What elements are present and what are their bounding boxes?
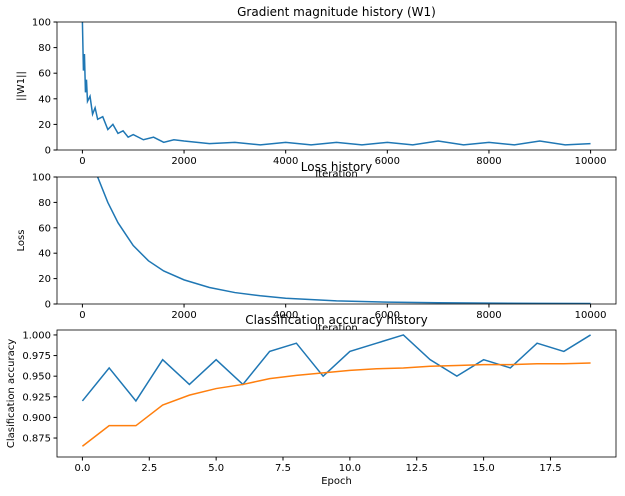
y-tick-label: 0.975 — [22, 351, 51, 362]
y-tick-label: 0.900 — [22, 413, 51, 424]
x-tick-label: 5.0 — [208, 463, 224, 474]
x-tick-label: 2000 — [171, 310, 196, 321]
axes-frame — [56, 21, 617, 151]
x-tick-label: 12.5 — [406, 463, 428, 474]
data-line — [96, 177, 591, 304]
x-tick-label: 17.5 — [539, 463, 561, 474]
data-line — [81, 362, 591, 447]
x-tick-label: 4000 — [273, 156, 298, 167]
axes-background — [57, 22, 616, 150]
y-tick-label: 0.875 — [22, 434, 51, 445]
y-tick-label: 80 — [38, 198, 51, 209]
x-tick-label: 10000 — [575, 310, 607, 321]
x-tick-label: 0 — [79, 310, 85, 321]
y-tick-label: 0 — [45, 146, 51, 157]
x-tick-label: 15.0 — [472, 463, 494, 474]
x-tick-label: 0.0 — [74, 463, 90, 474]
axes-background — [57, 330, 616, 457]
y-tick-label: 0.925 — [22, 392, 51, 403]
x-axis-label: Iteration — [315, 323, 357, 334]
data-line — [81, 22, 591, 146]
chart-title: Gradient magnitude history (W1) — [237, 5, 436, 19]
y-axis-label: Loss — [16, 230, 27, 252]
x-tick-label: 2.5 — [141, 463, 157, 474]
y-tick-label: 100 — [32, 18, 51, 29]
y-axis-label: Clasification accuracy — [6, 339, 17, 448]
y-tick-label: 0 — [45, 300, 51, 311]
y-tick-label: 0.950 — [22, 372, 51, 383]
axes-frame — [56, 329, 617, 458]
axes-background — [57, 177, 616, 304]
y-tick-label: 60 — [38, 69, 51, 80]
chart-title: Classification accuracy history — [245, 313, 427, 327]
x-tick-label: 10.0 — [339, 463, 361, 474]
y-tick-label: 40 — [38, 94, 51, 105]
y-tick-label: 60 — [38, 223, 51, 234]
y-tick-label: 20 — [38, 120, 51, 131]
x-tick-label: 0 — [79, 156, 85, 167]
x-tick-label: 2000 — [171, 156, 196, 167]
x-tick-label: 6000 — [375, 310, 400, 321]
x-tick-label: 7.5 — [275, 463, 291, 474]
y-axis-label: ||W1|| — [16, 71, 27, 101]
y-tick-label: 80 — [38, 43, 51, 54]
y-tick-label: 20 — [38, 274, 51, 285]
axes-frame — [56, 176, 617, 305]
x-axis-label: Iteration — [315, 169, 357, 180]
y-tick-label: 1.000 — [22, 330, 51, 341]
x-tick-label: 8000 — [476, 156, 501, 167]
chart-title: Loss history — [301, 160, 372, 174]
x-axis-label: Epoch — [321, 476, 352, 487]
x-tick-label: 6000 — [375, 156, 400, 167]
y-tick-label: 40 — [38, 249, 51, 260]
data-line — [81, 334, 591, 403]
x-tick-label: 8000 — [476, 310, 501, 321]
x-tick-label: 10000 — [575, 156, 607, 167]
x-tick-label: 4000 — [273, 310, 298, 321]
y-tick-label: 100 — [32, 173, 51, 184]
